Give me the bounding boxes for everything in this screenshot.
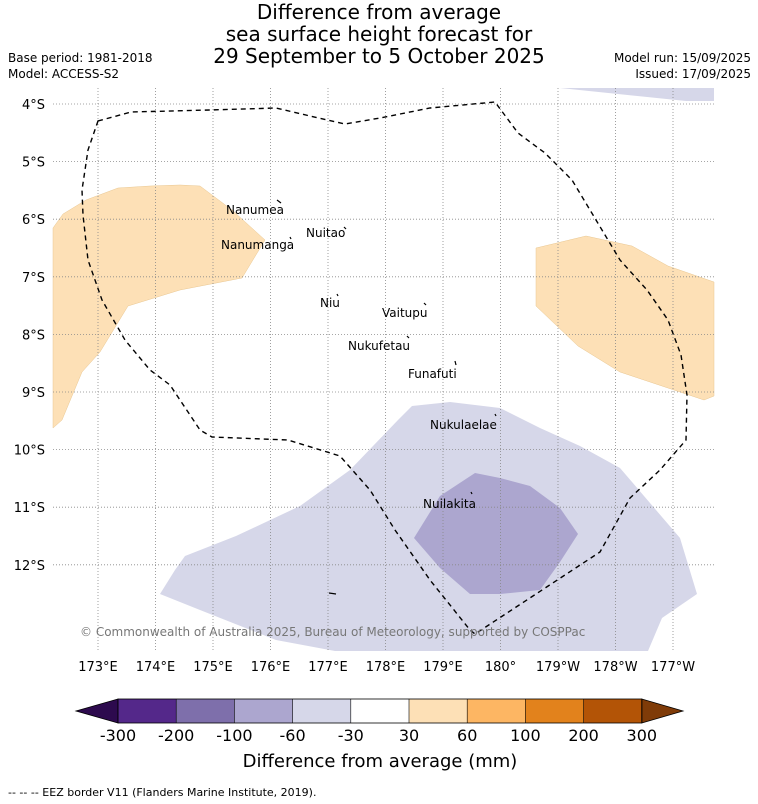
longitude-label: 178°E	[366, 660, 406, 675]
colorbar-tick-label: -300	[100, 726, 136, 745]
longitude-label: 180°	[485, 660, 516, 675]
island-shape-nuilakita	[470, 491, 473, 495]
island-label: Nanumanga	[221, 238, 294, 252]
island-shape-nuitao	[343, 226, 347, 230]
colorbar-segment	[525, 699, 584, 723]
island-labels: Nanumea Nuitao Nanumanga Niu Vaitupu Nuk…	[221, 203, 497, 511]
colorbar-tick-label: 200	[568, 726, 599, 745]
island-shape-nanumanga	[289, 236, 292, 240]
colorbar-tick-label: 30	[399, 726, 419, 745]
latitude-label: 10°S	[14, 444, 45, 459]
longitude-label: 173°E	[78, 660, 118, 675]
latitude-label: 12°S	[14, 559, 45, 574]
colorbar-tick-label: -200	[158, 726, 194, 745]
island-shape-funafuti	[454, 360, 457, 366]
latitude-label: 4°S	[22, 98, 45, 113]
colorbar-tick-label: -100	[216, 726, 252, 745]
colorbar-segment	[409, 699, 468, 723]
island-markers	[276, 199, 497, 595]
colorbar-segment	[176, 699, 235, 723]
longitude-label: 174°E	[136, 660, 176, 675]
longitude-label: 176°E	[251, 660, 291, 675]
island-shape-nanumea	[276, 199, 282, 204]
island-label: Vaitupu	[382, 306, 428, 320]
island-shape-niu	[336, 293, 339, 297]
colorbar-tick-label: 100	[510, 726, 541, 745]
colorbar-tick-labels: -300 -200 -100 -60 -30 30 60 100 200 300	[100, 726, 657, 745]
colorbar-tick-label: -60	[280, 726, 306, 745]
colorbar-segment	[583, 699, 642, 723]
title-line-1: Difference from average	[256, 0, 502, 24]
island-label: Nanumea	[226, 203, 284, 217]
latitude-label: 9°S	[22, 386, 45, 401]
island-shape-nukulaelae	[494, 413, 497, 417]
colorbar-segment	[234, 699, 293, 723]
longitude-label: 179°W	[536, 660, 580, 675]
latitude-label: 7°S	[22, 271, 45, 286]
colorbar-segment	[118, 699, 177, 723]
colorbar	[74, 698, 685, 724]
longitude-labels: 173°E 174°E 175°E 176°E 177°E 178°E 179°E 180° 1…	[78, 660, 695, 675]
island-label: Nuilakita	[423, 497, 476, 511]
colorbar-segment	[467, 699, 526, 723]
colorbar-tick-label: 300	[627, 726, 658, 745]
gridlines	[53, 88, 714, 651]
longitude-label: 179°E	[423, 660, 463, 675]
latitude-label: 11°S	[14, 501, 45, 516]
anomaly-shading	[52, 88, 715, 651]
island-shape-south	[328, 592, 337, 595]
negative-anomaly-north	[560, 88, 714, 101]
colorbar-extend-low	[74, 698, 119, 724]
island-label: Funafuti	[408, 367, 457, 381]
issued-date: Issued: 17/09/2025	[635, 67, 751, 81]
colorbar-tick-label: -30	[338, 726, 364, 745]
latitude-label: 8°S	[22, 328, 45, 343]
model-run: Model run: 15/09/2025	[613, 51, 751, 65]
latitude-label: 5°S	[22, 156, 45, 171]
title-line-3: 29 September to 5 October 2025	[213, 44, 545, 68]
colorbar-tick-label: 60	[457, 726, 477, 745]
eez-border	[81, 101, 688, 635]
negative-anomaly-core	[414, 473, 578, 594]
island-label: Nukufetau	[348, 339, 410, 353]
island-label: Nukulaelae	[430, 418, 497, 432]
longitude-label: 177°W	[651, 660, 695, 675]
colorbar-segment	[292, 699, 351, 723]
island-label: Nuitao	[306, 226, 345, 240]
eez-footnote: -- -- -- EEZ border V11 (Flanders Marine…	[8, 786, 317, 799]
colorbar-extend-high	[641, 698, 685, 724]
island-shape-vaitupu	[423, 302, 427, 306]
longitude-label: 178°W	[593, 660, 637, 675]
island-shape-nukufetau	[406, 335, 410, 339]
copyright-notice: © Commonwealth of Australia 2025, Bureau…	[80, 625, 585, 639]
positive-anomaly-east	[535, 235, 715, 401]
island-label: Niu	[320, 296, 340, 310]
colorbar-label: Difference from average (mm)	[243, 751, 518, 772]
longitude-label: 175°E	[193, 660, 233, 675]
model-name: Model: ACCESS-S2	[8, 67, 120, 81]
colorbar-segment	[350, 699, 409, 723]
longitude-label: 177°E	[308, 660, 348, 675]
latitude-labels: 4°S 5°S 6°S 7°S 8°S 9°S 10°S 11°S 12°S	[14, 98, 45, 574]
latitude-label: 6°S	[22, 213, 45, 228]
title-line-2: sea surface height forecast for	[225, 22, 533, 46]
base-period: Base period: 1981-2018	[8, 51, 153, 65]
positive-anomaly-west	[52, 184, 266, 429]
